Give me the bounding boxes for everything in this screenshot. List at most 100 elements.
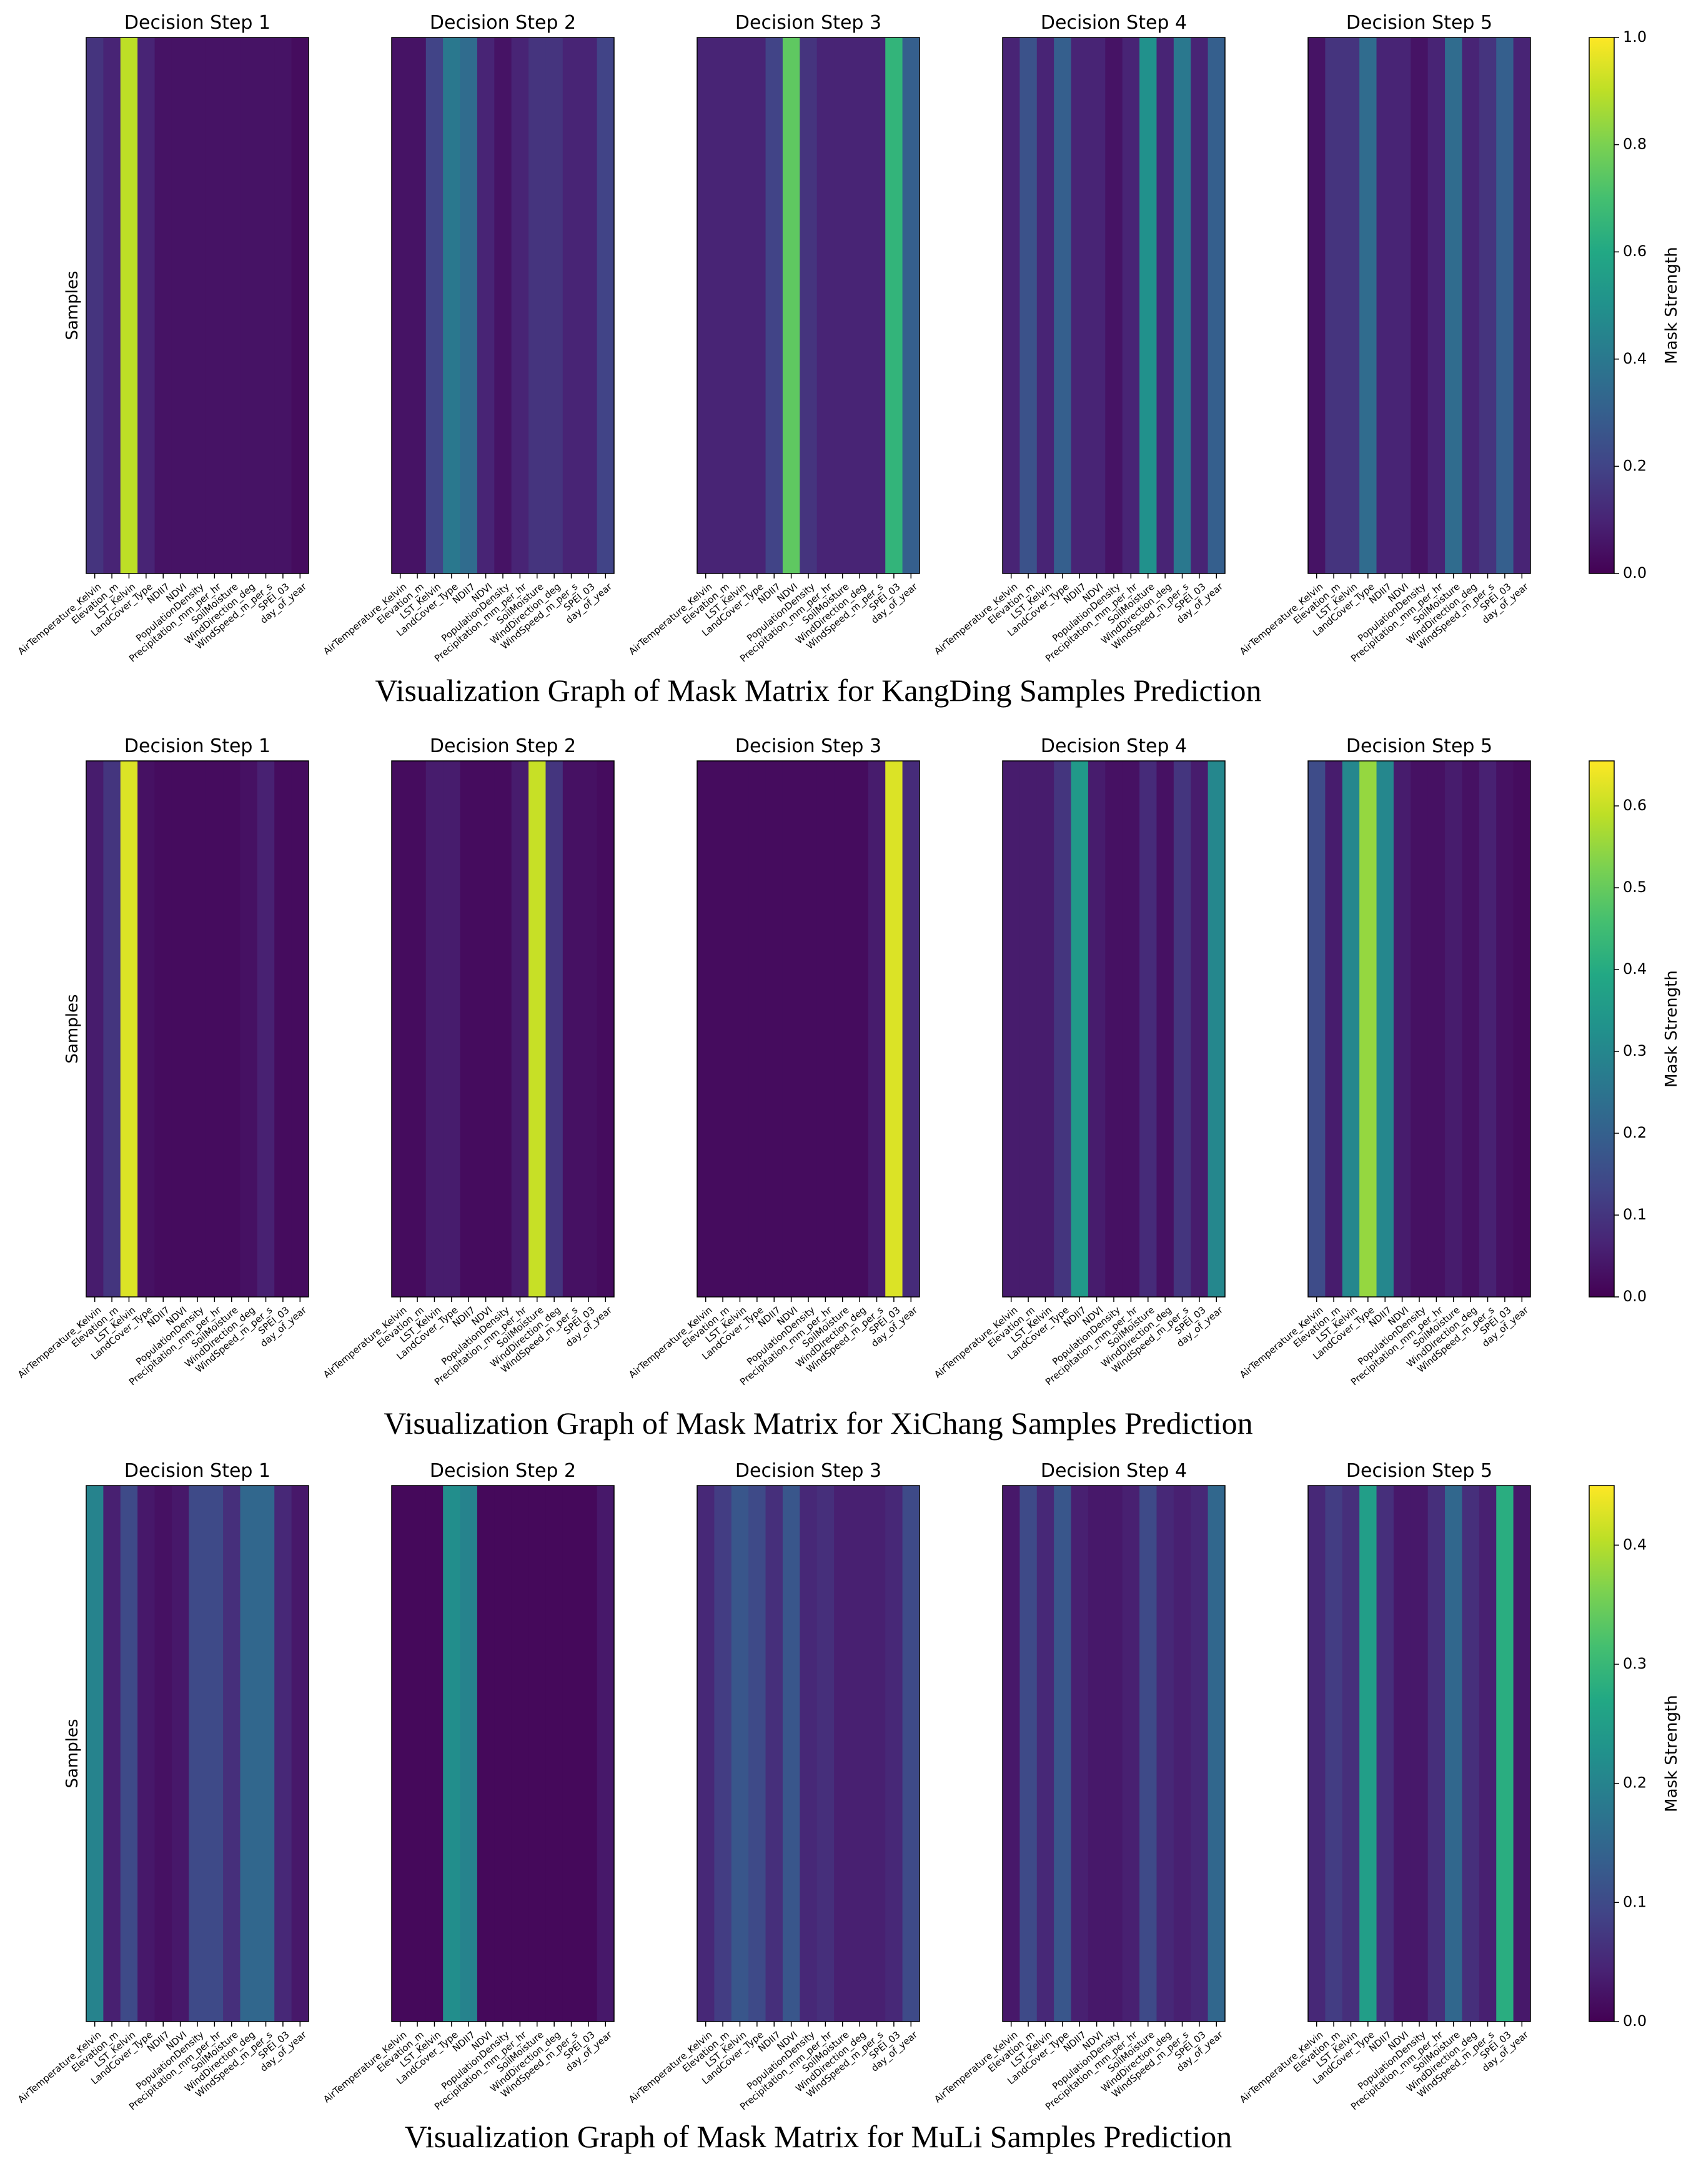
mask-column — [851, 761, 869, 1297]
mask-column — [1359, 761, 1377, 1297]
colorbar-tick-label: 0.5 — [1623, 878, 1647, 896]
mask-column — [257, 1486, 275, 2022]
mask-column — [460, 1486, 478, 2022]
mask-column — [120, 761, 138, 1297]
mask-column — [697, 37, 715, 573]
mask-column — [1036, 761, 1054, 1297]
step-title: Decision Step 1 — [124, 735, 270, 757]
x-tick-label: AirTemperature_Kelvin — [627, 581, 715, 658]
mask-column — [1479, 37, 1497, 573]
mask-column — [528, 37, 546, 573]
mask-column — [409, 1486, 427, 2022]
colorbar-tick-label: 0.0 — [1623, 1288, 1647, 1305]
mask-column — [748, 37, 766, 573]
figure-caption: Visualization Graph of Mask Matrix for K… — [375, 673, 1262, 708]
y-axis-label: Samples — [63, 1719, 82, 1788]
y-axis-label: Samples — [63, 271, 82, 340]
mask-column — [1376, 761, 1394, 1297]
mask-column — [714, 37, 732, 573]
mask-column — [1376, 37, 1394, 573]
x-tick-label: AirTemperature_Kelvin — [16, 1304, 104, 1381]
mask-column — [477, 37, 495, 573]
colorbar-tick-label: 0.2 — [1623, 1774, 1647, 1792]
mask-column — [1071, 37, 1089, 573]
mask-column — [851, 1486, 869, 2022]
mask-column — [1122, 761, 1140, 1297]
mask-column — [511, 1486, 529, 2022]
step-title: Decision Step 3 — [735, 12, 881, 34]
mask-column — [1479, 761, 1497, 1297]
mask-column — [902, 37, 920, 573]
mask-column — [731, 1486, 749, 2022]
mask-column — [1308, 37, 1326, 573]
mask-column — [1105, 37, 1123, 573]
mask-column — [697, 1486, 715, 2022]
mask-column — [545, 37, 563, 573]
mask-column — [1036, 1486, 1054, 2022]
mask-column — [528, 761, 546, 1297]
mask-column — [1393, 1486, 1411, 2022]
mask-column — [425, 761, 444, 1297]
mask-column — [1411, 1486, 1429, 2022]
mask-column — [392, 1486, 409, 2022]
colorbar-tick-label: 0.4 — [1623, 1536, 1647, 1553]
mask-column — [1122, 1486, 1140, 2022]
step-title: Decision Step 4 — [1041, 1460, 1187, 1482]
x-tick-label: AirTemperature_Kelvin — [932, 2029, 1020, 2106]
mask-column — [291, 1486, 309, 2022]
mask-column — [1462, 761, 1480, 1297]
mask-column — [1513, 761, 1531, 1297]
mask-column — [1191, 761, 1209, 1297]
mask-column — [223, 1486, 241, 2022]
mask-column — [1054, 37, 1072, 573]
mask-column — [1019, 37, 1038, 573]
mask-column — [731, 37, 749, 573]
mask-column — [120, 1486, 138, 2022]
mask-column — [1003, 761, 1020, 1297]
mask-column — [1088, 37, 1106, 573]
mask-column — [902, 761, 920, 1297]
colorbar-tick-label: 0.3 — [1623, 1655, 1647, 1672]
mask-column — [425, 1486, 444, 2022]
mask-column — [748, 761, 766, 1297]
mask-column — [392, 37, 409, 573]
mask-column — [580, 37, 598, 573]
mask-column — [1036, 37, 1054, 573]
colorbar-tick-label: 0.6 — [1623, 242, 1647, 260]
mask-column — [597, 1486, 615, 2022]
mask-column — [86, 37, 104, 573]
mask-column — [765, 761, 783, 1297]
mask-column — [1191, 1486, 1209, 2022]
step-title: Decision Step 1 — [124, 12, 270, 34]
step-title: Decision Step 5 — [1346, 1460, 1492, 1482]
mask-column — [1342, 761, 1360, 1297]
mask-column — [697, 761, 715, 1297]
mask-column — [189, 1486, 207, 2022]
mask-column — [1105, 761, 1123, 1297]
mask-column — [1445, 1486, 1462, 2022]
mask-column — [494, 37, 512, 573]
mask-column — [885, 37, 903, 573]
mask-column — [1325, 761, 1343, 1297]
x-tick-label: AirTemperature_Kelvin — [16, 581, 104, 658]
mask-column — [1427, 1486, 1445, 2022]
mask-column — [240, 1486, 258, 2022]
mask-column — [1445, 761, 1462, 1297]
x-tick-label: AirTemperature_Kelvin — [1237, 1304, 1326, 1381]
mask-column — [223, 37, 241, 573]
mask-column — [460, 761, 478, 1297]
colorbar-tick-label: 0.8 — [1623, 136, 1647, 153]
mask-column — [257, 761, 275, 1297]
mask-column — [171, 761, 189, 1297]
mask-column — [189, 37, 207, 573]
mask-column — [1156, 1486, 1174, 2022]
figure-caption: Visualization Graph of Mask Matrix for M… — [405, 2119, 1232, 2154]
mask-column — [409, 37, 427, 573]
mask-column — [154, 1486, 172, 2022]
mask-column — [240, 37, 258, 573]
mask-column — [765, 37, 783, 573]
mask-column — [545, 761, 563, 1297]
mask-column — [460, 37, 478, 573]
x-tick-label: AirTemperature_Kelvin — [932, 581, 1020, 658]
mask-column — [425, 37, 444, 573]
